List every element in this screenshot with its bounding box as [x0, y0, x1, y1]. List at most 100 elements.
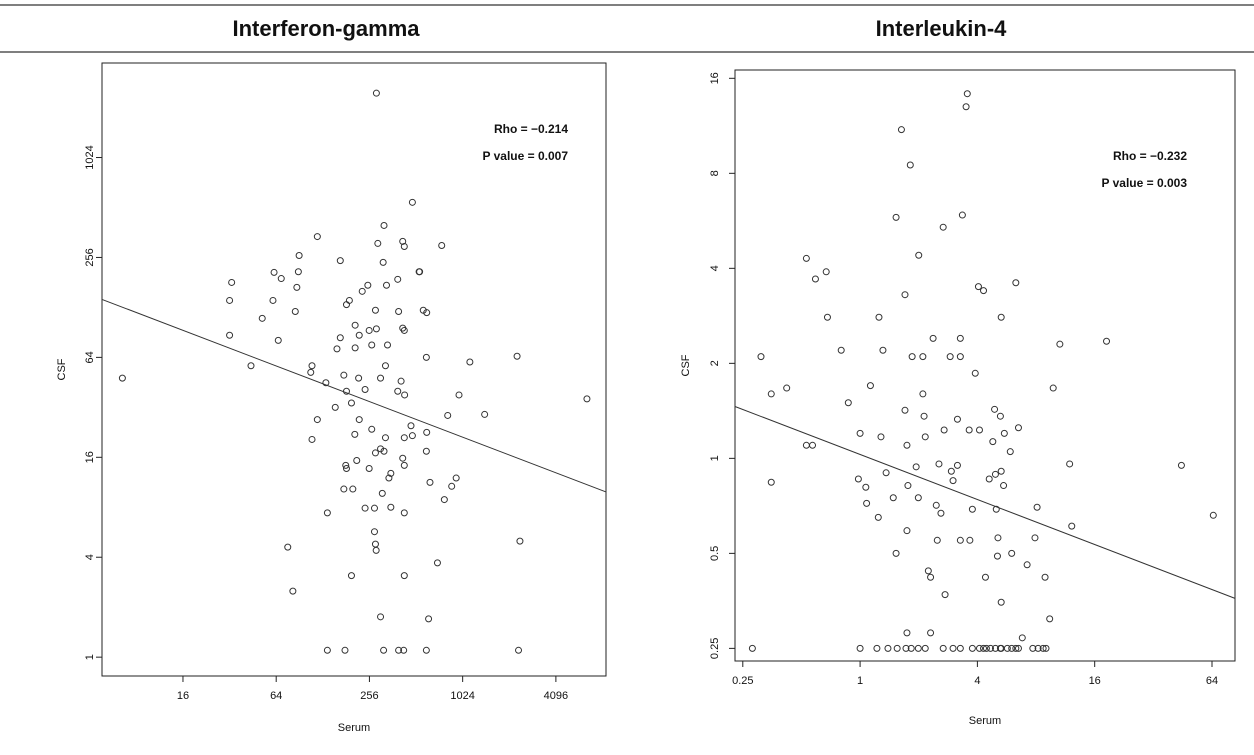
point: [985, 475, 993, 483]
point: [347, 572, 355, 580]
y-tick-label: 1: [709, 455, 721, 461]
point: [956, 353, 964, 361]
point: [975, 426, 983, 434]
point: [380, 221, 388, 229]
y-tick-label: 1: [84, 654, 96, 660]
point: [395, 307, 403, 315]
point: [370, 504, 378, 512]
point: [874, 513, 882, 521]
point: [365, 326, 373, 334]
point: [802, 254, 810, 262]
point: [986, 644, 994, 652]
point: [1209, 511, 1217, 519]
point: [345, 296, 353, 304]
point: [927, 629, 935, 637]
point: [1039, 644, 1047, 652]
point: [856, 429, 864, 437]
point: [927, 573, 935, 581]
point: [380, 646, 388, 654]
point: [968, 644, 976, 652]
point: [1046, 615, 1054, 623]
point: [583, 395, 591, 403]
point: [516, 537, 524, 545]
y-axis-label: CSF: [680, 354, 692, 376]
y-tick-label: 2: [709, 360, 721, 366]
point: [425, 615, 433, 623]
point: [372, 546, 380, 554]
point: [433, 559, 441, 567]
point: [381, 362, 389, 370]
point: [1056, 340, 1064, 348]
point: [353, 457, 361, 465]
point: [919, 353, 927, 361]
point: [1000, 482, 1008, 490]
point: [358, 287, 366, 295]
point: [907, 644, 915, 652]
point: [342, 464, 350, 472]
point: [355, 331, 363, 339]
point: [448, 482, 456, 490]
point: [381, 434, 389, 442]
point: [897, 126, 905, 134]
point: [407, 422, 415, 430]
point: [355, 416, 363, 424]
point: [921, 644, 929, 652]
point: [837, 346, 845, 354]
point: [322, 379, 330, 387]
point: [289, 587, 297, 595]
point: [856, 644, 864, 652]
x-tick-label: 16: [177, 690, 189, 702]
point: [370, 528, 378, 536]
point: [863, 499, 871, 507]
x-tick-label: 64: [270, 690, 282, 702]
point: [946, 353, 954, 361]
point: [882, 469, 890, 477]
point: [892, 549, 900, 557]
point: [371, 306, 379, 314]
point: [993, 552, 1001, 560]
point: [1014, 424, 1022, 432]
point: [1008, 549, 1016, 557]
y-tick-label: 1024: [84, 145, 96, 169]
point: [1041, 573, 1049, 581]
point: [939, 644, 947, 652]
point: [371, 449, 379, 457]
point: [247, 362, 255, 370]
point: [397, 377, 405, 385]
point: [394, 387, 402, 395]
point: [422, 447, 430, 455]
point: [400, 326, 408, 334]
point: [912, 463, 920, 471]
point: [1031, 534, 1039, 542]
point: [767, 478, 775, 486]
point: [294, 268, 302, 276]
point: [937, 509, 945, 517]
point: [1068, 522, 1076, 530]
point: [919, 390, 927, 398]
point: [941, 591, 949, 599]
point: [342, 387, 350, 395]
y-tick-label: 0.25: [709, 638, 721, 659]
point: [372, 325, 380, 333]
point: [277, 275, 285, 283]
point: [875, 313, 883, 321]
point: [992, 505, 1000, 513]
point: [351, 321, 359, 329]
point: [351, 344, 359, 352]
point: [939, 223, 947, 231]
point: [893, 644, 901, 652]
point: [380, 447, 388, 455]
fit-line: [101, 298, 607, 493]
point: [1008, 644, 1016, 652]
point: [355, 374, 363, 382]
point: [400, 461, 408, 469]
point: [440, 496, 448, 504]
point: [981, 573, 989, 581]
point: [956, 644, 964, 652]
point: [1042, 644, 1050, 652]
point: [980, 287, 988, 295]
point: [953, 415, 961, 423]
point: [903, 629, 911, 637]
point: [331, 403, 339, 411]
